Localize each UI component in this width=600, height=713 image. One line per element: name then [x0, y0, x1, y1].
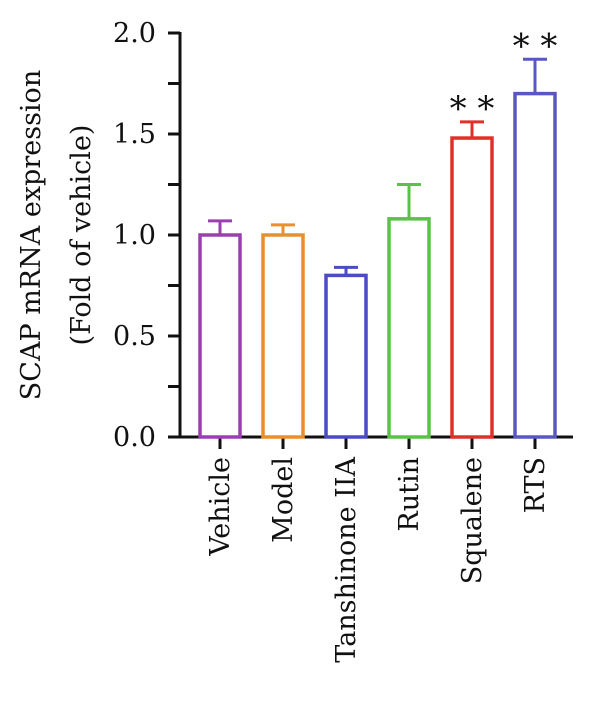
bars [198, 57, 557, 439]
bar [198, 233, 242, 439]
bar [450, 136, 494, 439]
bar [261, 233, 305, 439]
y-tick-label: 2.0 [113, 18, 156, 49]
significance-marker: * * [450, 89, 495, 129]
y-axis-title: (Fold of vehicle) [66, 125, 97, 346]
x-tick-label: Squalene [457, 457, 488, 584]
x-tick-label: Tanshinone IIA [331, 457, 362, 663]
bar [324, 273, 368, 439]
bar [387, 217, 431, 439]
significance-marker: * * [513, 26, 558, 66]
y-tick-label: 1.0 [113, 220, 156, 251]
labels: SCAP mRNA expression (Fold of vehicle) Veh… [16, 26, 557, 662]
x-tick-label: Model [268, 457, 299, 543]
y-axis-title: SCAP mRNA expression [16, 70, 47, 400]
axes: 0.0 0.5 1.0 1.5 2.0 [113, 18, 573, 453]
y-tick-label: 0.5 [113, 321, 156, 352]
y-tick-label: 1.5 [113, 119, 156, 150]
bar [513, 91, 557, 439]
x-tick-label: Vehicle [205, 457, 236, 557]
x-tick-label: RTS [520, 457, 551, 513]
y-tick-label: 0.0 [113, 422, 156, 453]
x-tick-label: Rutin [394, 457, 425, 532]
